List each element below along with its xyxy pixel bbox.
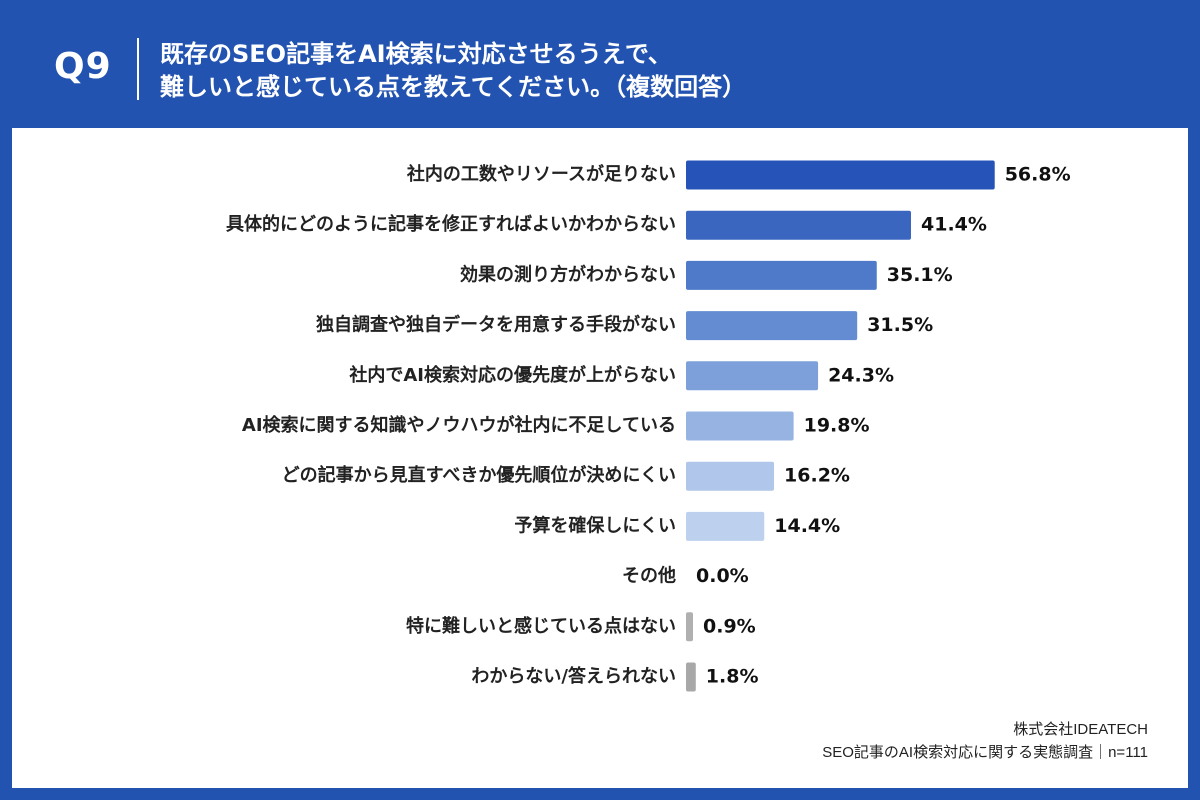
bar (686, 511, 765, 541)
bar-chart: 社内の工数やリソースが足りない 56.8% 具体的にどのように記事を修正すればよいか… (226, 160, 1071, 692)
value-label: 31.5% (867, 314, 933, 336)
bar (686, 260, 877, 290)
bar (686, 160, 995, 190)
footer-survey: SEO記事のAI検索対応に関する実態調査｜n=111 (822, 744, 1148, 761)
bar (686, 411, 794, 441)
category-label: 効果の測り方がわからない (460, 263, 676, 285)
category-label: どの記事から見直すべきか優先順位が決めにくい (282, 464, 676, 486)
category-label: 予算を確保しにくい (514, 514, 676, 536)
value-label: 16.2% (784, 465, 850, 487)
footer-company: 株式会社IDEATECH (1013, 721, 1148, 738)
question-title: 既存のSEO記事をAI検索に対応させるうえで、 難しいと感じている点を教えてくだ… (160, 38, 1160, 104)
value-label: 24.3% (828, 364, 894, 386)
category-label: 社内の工数やリソースが足りない (407, 163, 676, 185)
bar (686, 210, 912, 240)
question-number: Q9 (54, 46, 112, 87)
footer: 株式会社IDEATECH SEO記事のAI検索対応に関する実態調査｜n=111 (822, 718, 1148, 764)
category-label: 具体的にどのように記事を修正すればよいかわからない (226, 213, 676, 235)
category-label: 独自調査や独自データを用意する手段がない (316, 314, 676, 336)
category-label: 社内でAI検索対応の優先度が上がらない (349, 364, 676, 386)
category-label: 特に難しいと感じている点はない (406, 615, 676, 637)
value-label: 56.8% (1005, 164, 1071, 186)
bar (686, 361, 819, 391)
value-label: 0.9% (703, 615, 756, 637)
header-divider (137, 38, 139, 100)
value-label: 1.8% (706, 666, 759, 688)
category-label: わからない/答えられない (471, 665, 676, 687)
question-title-line-2: 難しいと感じている点を教えてください。（複数回答） (160, 73, 747, 101)
value-label: 41.4% (921, 214, 987, 236)
value-label: 14.4% (774, 515, 840, 537)
question-title-line-1: 既存のSEO記事をAI検索に対応させるうえで、 (160, 40, 672, 68)
header: Q9 既存のSEO記事をAI検索に対応させるうえで、 難しいと感じている点を教え… (0, 0, 1200, 128)
bar (686, 311, 858, 341)
chart-card: 社内の工数やリソースが足りない 56.8% 具体的にどのように記事を修正すればよいか… (12, 128, 1188, 788)
category-label: その他 (622, 565, 676, 587)
bar (686, 612, 693, 642)
value-label: 19.8% (804, 415, 870, 437)
bar (686, 662, 696, 692)
bar (686, 461, 775, 491)
value-label: 35.1% (887, 264, 953, 286)
category-label: AI検索に関する知識やノウハウが社内に不足している (242, 414, 676, 436)
value-label: 0.0% (696, 565, 749, 587)
